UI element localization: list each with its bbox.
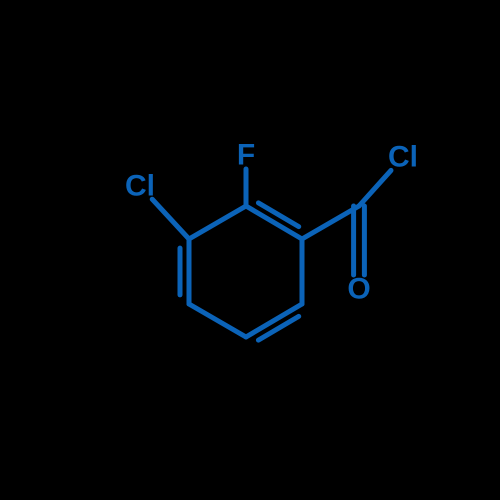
bond-C2-C3	[189, 206, 246, 239]
molecule-diagram: O Cl F Cl	[0, 0, 500, 500]
bond-C3-Cl_ring	[152, 199, 189, 239]
atom-label-Cl_ring: Cl	[125, 170, 155, 203]
atom-label-F: F	[237, 139, 255, 172]
atom-label-Cl_sub: Cl	[388, 141, 418, 174]
bond-C7-Cl_sub	[359, 170, 391, 206]
atom-label-O: O	[347, 273, 370, 306]
bond-C1-C7	[302, 206, 359, 239]
bond-C4-C5	[189, 304, 246, 337]
